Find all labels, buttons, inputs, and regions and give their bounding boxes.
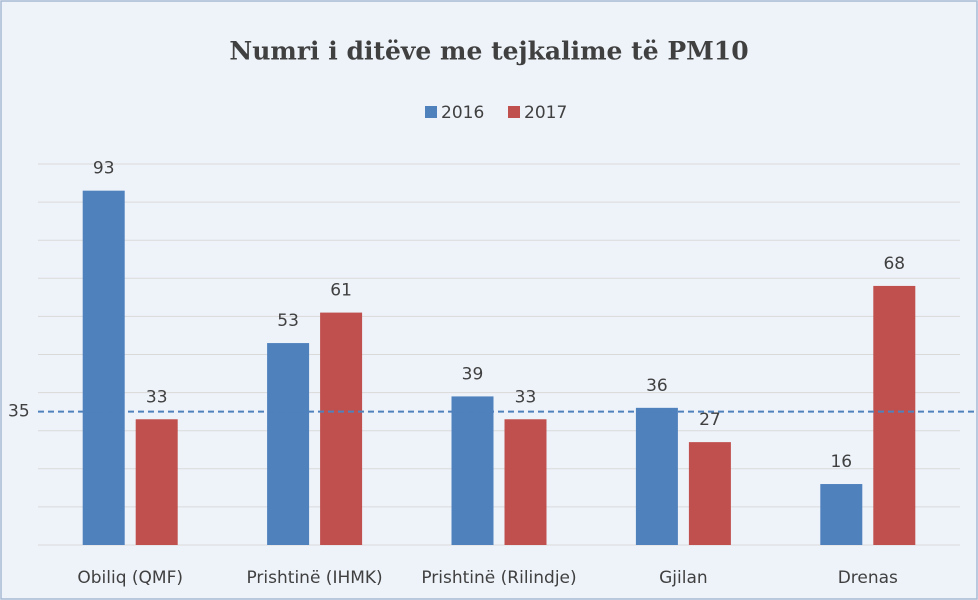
value-label: 27 xyxy=(699,410,721,430)
value-label: 36 xyxy=(646,376,668,396)
bar xyxy=(504,419,547,545)
bar xyxy=(135,419,178,545)
value-label: 93 xyxy=(93,159,115,179)
bar xyxy=(82,190,125,546)
bar xyxy=(635,407,678,545)
value-label: 39 xyxy=(462,364,484,384)
value-label: 53 xyxy=(277,311,299,331)
value-label: 61 xyxy=(330,281,352,301)
x-tick-label: Prishtinë (Rilindje) xyxy=(421,568,576,588)
bar xyxy=(873,285,916,545)
bar xyxy=(267,343,310,545)
legend-swatch xyxy=(425,106,437,118)
bar xyxy=(688,442,731,545)
x-tick-label: Obiliq (QMF) xyxy=(77,568,183,588)
legend-swatch xyxy=(508,106,520,118)
value-label: 68 xyxy=(883,254,905,274)
reference-label: 35 xyxy=(8,402,30,422)
x-tick-label: Drenas xyxy=(838,568,898,588)
value-label: 16 xyxy=(830,452,852,472)
x-tick-label: Prishtinë (IHMK) xyxy=(246,568,382,588)
bar xyxy=(320,312,363,545)
legend-label: 2017 xyxy=(524,103,567,123)
value-label: 33 xyxy=(515,387,537,407)
x-tick-label: Gjilan xyxy=(659,568,708,588)
legend-label: 2016 xyxy=(441,103,484,123)
chart-title: Numri i ditëve me tejkalime të PM10 xyxy=(229,37,748,66)
bar xyxy=(451,396,494,545)
bar xyxy=(820,484,863,545)
value-label: 33 xyxy=(146,387,168,407)
